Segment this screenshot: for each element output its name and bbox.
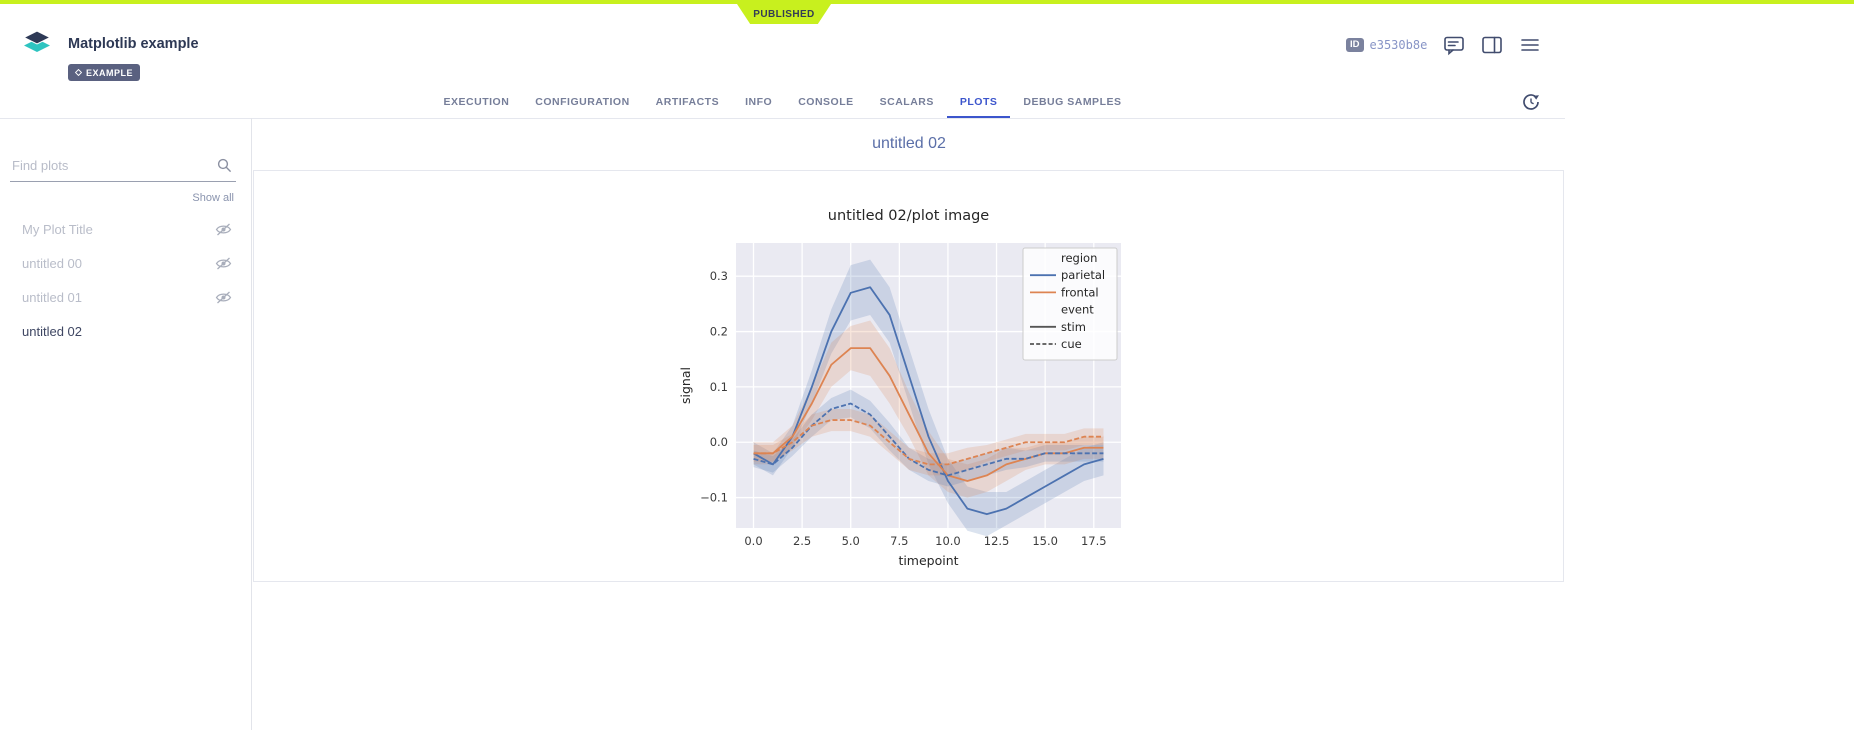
- svg-text:signal: signal: [678, 367, 693, 404]
- svg-text:5.0: 5.0: [841, 534, 859, 548]
- published-badge: PUBLISHED: [737, 4, 831, 24]
- tab-configuration[interactable]: CONFIGURATION: [535, 95, 630, 108]
- svg-text:cue: cue: [1061, 337, 1082, 351]
- svg-text:−0.1: −0.1: [700, 491, 728, 505]
- svg-text:frontal: frontal: [1061, 285, 1099, 299]
- figure-title: untitled 02/plot image: [827, 208, 990, 224]
- svg-text:17.5: 17.5: [1080, 534, 1106, 548]
- experiment-title: Matplotlib example: [68, 36, 199, 52]
- svg-text:timepoint: timepoint: [898, 553, 958, 568]
- tab-debug-samples[interactable]: DEBUG SAMPLES: [1023, 95, 1122, 108]
- svg-text:0.0: 0.0: [744, 534, 762, 548]
- tab-scalars[interactable]: SCALARS: [879, 95, 934, 108]
- published-status-bar: [0, 0, 1854, 4]
- tab-artifacts[interactable]: ARTIFACTS: [655, 95, 720, 108]
- plot-widget: untitled 02/plot image 0.0 2.5 5.0 7.5 10.0 1…: [253, 170, 1564, 582]
- comments-icon[interactable]: [1443, 34, 1465, 56]
- tab-bar: EXECUTION CONFIGURATION ARTIFACTS INFO C…: [0, 85, 1565, 119]
- svg-text:0.0: 0.0: [709, 435, 727, 449]
- svg-text:parietal: parietal: [1061, 268, 1105, 282]
- example-badge-label: EXAMPLE: [86, 67, 134, 78]
- plot-list-item[interactable]: untitled 00: [10, 246, 236, 280]
- svg-text:0.3: 0.3: [709, 269, 727, 283]
- search-icon[interactable]: [217, 158, 232, 173]
- auto-refresh-icon[interactable]: [1520, 91, 1542, 113]
- plot-figure[interactable]: untitled 02/plot image 0.0 2.5 5.0 7.5 10.0 1…: [674, 199, 1144, 578]
- plot-item-label: My Plot Title: [22, 221, 93, 237]
- search-input[interactable]: [10, 152, 236, 182]
- svg-text:15.0: 15.0: [1032, 534, 1058, 548]
- plot-list-item[interactable]: untitled 01: [10, 280, 236, 314]
- id-label: ID: [1346, 38, 1364, 52]
- svg-text:stim: stim: [1061, 320, 1086, 334]
- plot-item-label: untitled 02: [22, 323, 82, 339]
- example-badge: EXAMPLE: [68, 64, 141, 81]
- line-chart-canvas: 0.0 2.5 5.0 7.5 10.0 12.5 15.0 17.5 −0.1 0.0 0.1 0.…: [678, 243, 1121, 568]
- visibility-off-icon[interactable]: [215, 223, 232, 236]
- plot-group-title: untitled 02: [872, 135, 946, 152]
- svg-text:region: region: [1061, 251, 1097, 265]
- svg-text:event: event: [1061, 303, 1094, 317]
- id-value: e3530b8e: [1369, 38, 1428, 52]
- svg-text:7.5: 7.5: [890, 534, 908, 548]
- plot-list-item[interactable]: My Plot Title: [10, 212, 236, 246]
- tab-console[interactable]: CONSOLE: [798, 95, 854, 108]
- tab-execution[interactable]: EXECUTION: [443, 95, 510, 108]
- svg-text:0.1: 0.1: [709, 380, 727, 394]
- svg-text:2.5: 2.5: [792, 534, 810, 548]
- plot-item-label: untitled 01: [22, 289, 82, 305]
- app-logo[interactable]: [22, 29, 52, 57]
- svg-text:12.5: 12.5: [983, 534, 1009, 548]
- visibility-off-icon[interactable]: [215, 291, 232, 304]
- plot-list-item-selected[interactable]: untitled 02: [10, 314, 236, 348]
- example-badge-icon: [75, 69, 82, 76]
- details-panel-icon[interactable]: [1481, 34, 1503, 56]
- show-all-link[interactable]: Show all: [192, 192, 234, 204]
- experiment-id-chip[interactable]: ID e3530b8e: [1346, 38, 1427, 52]
- header-actions: ID e3530b8e: [1346, 34, 1541, 56]
- svg-text:10.0: 10.0: [935, 534, 961, 548]
- plots-sidebar: Show all My Plot Title untitled 00 untit…: [0, 118, 252, 730]
- tab-info[interactable]: INFO: [745, 95, 773, 108]
- hamburger-menu-icon[interactable]: [1519, 34, 1541, 56]
- plot-item-label: untitled 00: [22, 255, 82, 271]
- visibility-off-icon[interactable]: [215, 257, 232, 270]
- plot-search: [10, 152, 236, 182]
- tab-plots[interactable]: PLOTS: [947, 85, 1011, 118]
- svg-text:0.2: 0.2: [709, 325, 727, 339]
